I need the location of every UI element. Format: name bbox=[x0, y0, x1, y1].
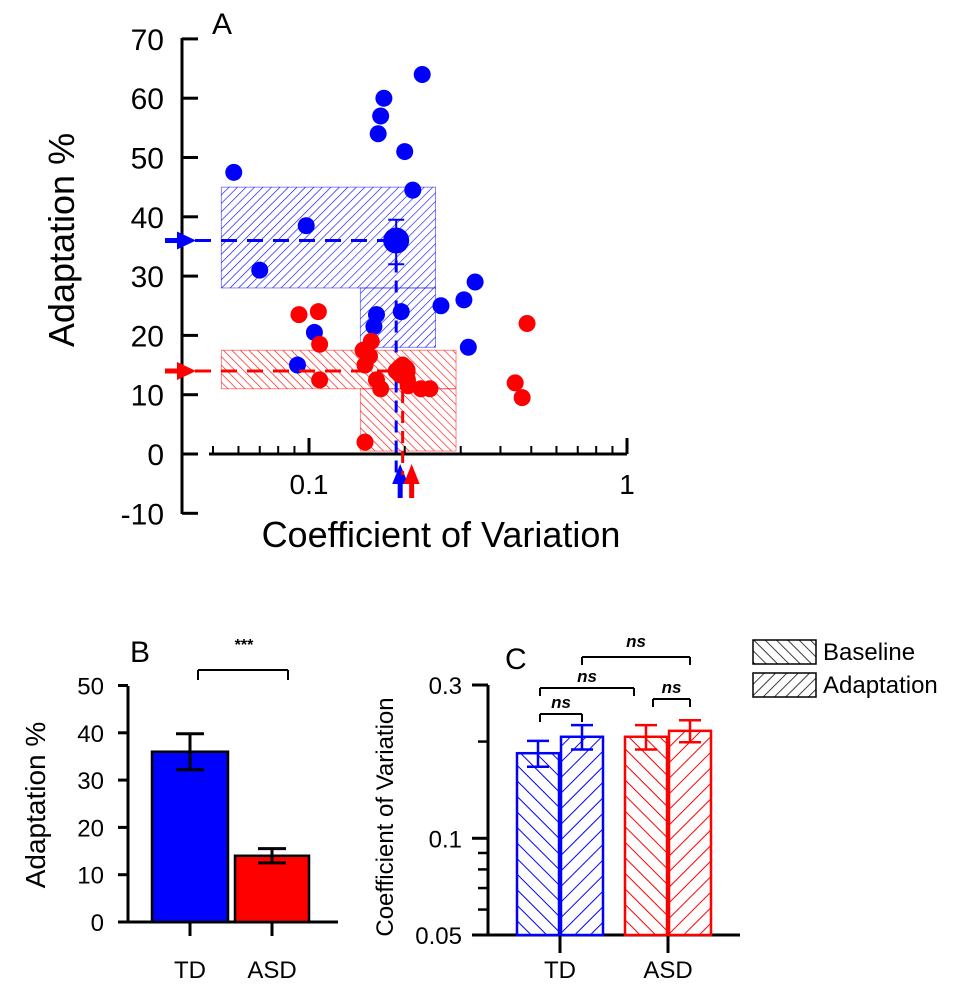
y-tick-label: 20 bbox=[77, 815, 104, 842]
asd-x-arrow-head bbox=[403, 464, 420, 484]
asd-data-point bbox=[362, 332, 380, 350]
sig-label-ns: ns bbox=[626, 632, 646, 651]
td-data-point bbox=[365, 318, 383, 336]
group-means bbox=[165, 218, 420, 498]
variability-bands bbox=[220, 186, 457, 452]
y-tick-label: 50 bbox=[131, 143, 164, 176]
panel-c-axes: 0.3 0.1 0.05 TD ASD bbox=[415, 673, 740, 984]
panel-a: 70 60 50 40 30 20 10 0 -10 0.1 1 A Adaptation % Co… bbox=[41, 8, 635, 555]
asd-data-point bbox=[290, 306, 308, 324]
asd-data-point bbox=[311, 371, 329, 389]
td-data-point bbox=[225, 163, 243, 181]
panel-c-label: C bbox=[505, 643, 527, 676]
sig-label-ns: ns bbox=[577, 667, 597, 686]
legend-label-adaptation: Adaptation bbox=[823, 672, 938, 699]
td-data-point bbox=[466, 273, 484, 291]
panel-c-bars bbox=[515, 719, 713, 937]
panel-a-label: A bbox=[212, 8, 232, 41]
td-data-point bbox=[413, 65, 431, 83]
panel-b: 50 40 30 20 10 0 TD ASD B Adaptation % *** bbox=[20, 636, 338, 984]
td-data-point bbox=[369, 125, 387, 143]
y-tick-label: 70 bbox=[131, 24, 164, 57]
y-tick-label: 40 bbox=[77, 721, 104, 748]
band-asd-1 bbox=[359, 388, 457, 452]
y-tick-label: 50 bbox=[77, 674, 104, 701]
panel-a-y-axis-title: Adaptation % bbox=[41, 133, 82, 347]
x-tick-label-td: TD bbox=[544, 957, 576, 984]
legend-label-baseline: Baseline bbox=[823, 639, 915, 666]
td-data-point bbox=[432, 297, 450, 315]
y-tick-label: 0.1 bbox=[429, 826, 462, 853]
asd-data-point bbox=[518, 315, 536, 333]
panel-c-y-axis-title: Coefficient of Variation bbox=[372, 697, 399, 936]
bar-td-baseline bbox=[515, 751, 561, 937]
asd-data-point bbox=[309, 303, 327, 321]
panel-b-bars bbox=[150, 732, 311, 924]
x-tick-label-td: TD bbox=[174, 957, 206, 984]
asd-data-point bbox=[506, 374, 524, 392]
asd-data-point bbox=[361, 347, 379, 365]
x-tick-label-asd: ASD bbox=[247, 957, 296, 984]
y-tick-label: 60 bbox=[131, 83, 164, 116]
y-tick-label: -10 bbox=[121, 498, 164, 531]
asd-mean-point bbox=[389, 357, 416, 384]
asd-data-point bbox=[421, 380, 439, 398]
y-tick-label: 0.05 bbox=[415, 923, 462, 950]
td-data-point bbox=[396, 143, 414, 161]
significance-label: *** bbox=[235, 637, 254, 654]
y-tick-label: 0 bbox=[91, 910, 104, 937]
td-data-point bbox=[372, 107, 390, 125]
sig-label-ns: ns bbox=[551, 693, 571, 712]
td-data-point bbox=[375, 89, 393, 107]
x-tick-label: 1 bbox=[619, 469, 635, 500]
asd-data-point bbox=[356, 433, 374, 451]
panel-b-label: B bbox=[130, 636, 150, 669]
bar-td-adaptation bbox=[559, 735, 605, 937]
panel-a-axes: 70 60 50 40 30 20 10 0 -10 0.1 1 bbox=[121, 24, 635, 531]
td-x-arrow-head bbox=[392, 464, 409, 484]
td-data-point bbox=[297, 217, 315, 235]
td-data-point bbox=[404, 181, 422, 199]
panel-b-axes: 50 40 30 20 10 0 TD ASD bbox=[77, 674, 338, 984]
y-tick-label: 0 bbox=[147, 439, 164, 472]
y-tick-label: 10 bbox=[77, 863, 104, 890]
td-data-point bbox=[459, 338, 477, 356]
asd-data-point bbox=[311, 335, 329, 353]
y-tick-label: 20 bbox=[131, 320, 164, 353]
legend: Baseline Adaptation bbox=[752, 639, 938, 699]
y-tick-label: 0.3 bbox=[429, 673, 462, 700]
bar-asd bbox=[233, 854, 311, 924]
asd-y-arrow-head bbox=[177, 361, 196, 380]
td-data-point bbox=[288, 356, 306, 374]
td-mean-point bbox=[383, 227, 410, 254]
sig-label-ns: ns bbox=[662, 678, 682, 697]
asd-data-point bbox=[513, 389, 531, 407]
x-tick-label: 0.1 bbox=[290, 469, 329, 500]
td-data-point bbox=[455, 291, 473, 309]
panel-b-y-axis-title: Adaptation % bbox=[20, 722, 51, 889]
asd-data-point bbox=[372, 380, 390, 398]
td-data-point bbox=[251, 261, 269, 279]
panel-a-x-axis-title: Coefficient of Variation bbox=[262, 514, 621, 555]
legend-swatch-baseline bbox=[752, 639, 817, 665]
x-tick-label-asd: ASD bbox=[643, 957, 692, 984]
bar-asd-baseline bbox=[623, 735, 669, 937]
td-y-arrow-head bbox=[177, 231, 196, 250]
y-tick-label: 40 bbox=[131, 202, 164, 235]
bar-asd-adaptation bbox=[667, 729, 713, 937]
y-tick-label: 30 bbox=[131, 261, 164, 294]
y-tick-label: 30 bbox=[77, 768, 104, 795]
bar-td bbox=[150, 750, 230, 924]
legend-swatch-adaptation bbox=[752, 672, 817, 698]
y-tick-label: 10 bbox=[131, 380, 164, 413]
